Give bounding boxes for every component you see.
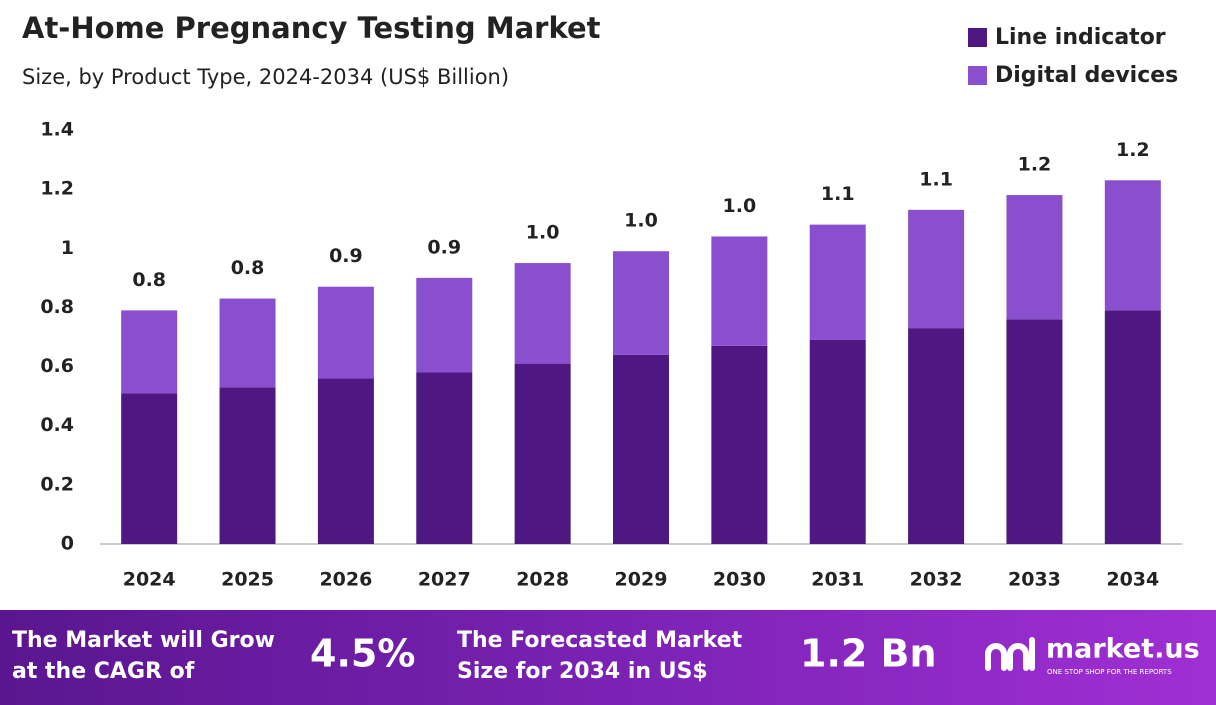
- chart-title: At-Home Pregnancy Testing Market: [22, 11, 601, 45]
- y-tick-label: 1.4: [40, 119, 74, 141]
- bar-segment: [219, 387, 276, 544]
- x-tick-label: 2033: [1008, 569, 1061, 591]
- cagr-text: at the CAGR of: [12, 659, 195, 684]
- forecast-text: Size for 2034 in US$: [457, 659, 708, 684]
- bar-segment: [514, 363, 571, 544]
- total-label: 1.2: [1116, 139, 1150, 161]
- y-tick-label: 1: [61, 237, 74, 259]
- x-tick-label: 2030: [713, 569, 766, 591]
- bar-segment: [908, 328, 965, 544]
- x-tick-label: 2029: [615, 569, 668, 591]
- x-tick-label: 2024: [123, 569, 176, 591]
- bar-segment: [219, 298, 276, 388]
- y-tick-label: 0: [61, 533, 74, 555]
- bar-segment: [711, 236, 768, 346]
- total-label: 1.2: [1018, 154, 1052, 176]
- x-tick-label: 2031: [811, 569, 864, 591]
- total-label: 0.9: [329, 245, 363, 267]
- legend-swatch: [968, 28, 987, 47]
- bar-segment: [514, 263, 571, 364]
- total-label: 1.0: [723, 195, 757, 217]
- bar-segment: [1006, 319, 1063, 544]
- bar-segment: [809, 224, 866, 340]
- x-tick-label: 2025: [221, 569, 274, 591]
- y-tick-label: 1.2: [40, 178, 74, 200]
- total-label: 1.1: [821, 183, 855, 205]
- bar-segment: [121, 310, 178, 394]
- bar-segment: [908, 209, 965, 329]
- bar-segment: [121, 393, 178, 544]
- brand-logo: [985, 637, 1035, 671]
- legend-swatch: [968, 66, 987, 85]
- x-tick-label: 2027: [418, 569, 471, 591]
- brand-tagline: ONE STOP SHOP FOR THE REPORTS: [1047, 668, 1172, 676]
- bar-segment: [711, 345, 768, 544]
- bar-segment: [317, 286, 374, 379]
- legend-label: Digital devices: [995, 63, 1178, 88]
- total-label: 0.8: [132, 269, 166, 291]
- x-tick-label: 2028: [516, 569, 569, 591]
- forecast-text: The Forecasted Market: [457, 628, 743, 653]
- bar-segment: [1006, 195, 1063, 320]
- bar-segment: [317, 378, 374, 544]
- bar-segment: [613, 354, 669, 544]
- x-tick-label: 2026: [319, 569, 372, 591]
- brand-name: market.us: [1046, 634, 1200, 665]
- bar-segment: [613, 251, 669, 355]
- x-tick-label: 2034: [1106, 569, 1159, 591]
- bar-segment: [416, 277, 473, 373]
- forecast-value: 1.2 Bn: [800, 632, 937, 676]
- total-label: 0.9: [427, 236, 461, 258]
- footer-band: [0, 610, 1216, 705]
- bar-segment: [416, 372, 473, 544]
- total-label: 1.1: [919, 168, 953, 190]
- bar-segment: [1104, 310, 1161, 544]
- total-label: 1.0: [624, 210, 658, 232]
- chart-subtitle: Size, by Product Type, 2024-2034 (US$ Bi…: [22, 65, 509, 89]
- total-label: 0.8: [231, 257, 265, 279]
- y-tick-label: 0.6: [40, 355, 74, 377]
- y-tick-label: 0.8: [40, 296, 74, 318]
- cagr-value: 4.5%: [310, 632, 415, 676]
- y-tick-label: 0.4: [40, 414, 74, 436]
- legend-label: Line indicator: [995, 25, 1166, 50]
- bar-segment: [1104, 180, 1161, 311]
- bar-segment: [809, 339, 866, 544]
- x-tick-label: 2032: [910, 569, 963, 591]
- total-label: 1.0: [526, 222, 560, 244]
- cagr-text: The Market will Grow: [12, 628, 275, 653]
- y-tick-label: 0.2: [40, 473, 74, 495]
